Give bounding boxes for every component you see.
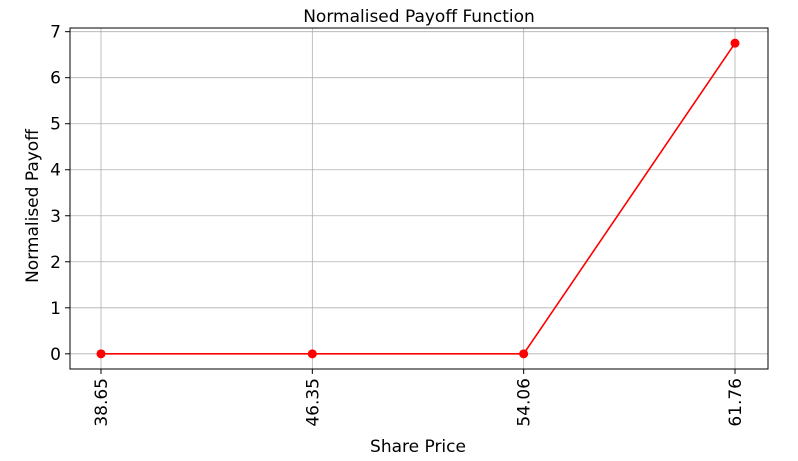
x-tick-label: 46.35 xyxy=(303,378,323,427)
y-tick-label: 3 xyxy=(50,207,61,227)
y-tick-label: 5 xyxy=(50,115,61,135)
data-point xyxy=(730,38,740,48)
y-tick-label: 0 xyxy=(50,345,61,365)
series-layer xyxy=(96,38,740,359)
x-tick-label: 54.06 xyxy=(515,378,535,427)
x-tick-labels: 38.65 46.35 54.06 61.76 xyxy=(92,378,746,427)
y-tick-label: 6 xyxy=(50,69,61,89)
x-axis-label: Share Price xyxy=(370,437,466,457)
grid-lines xyxy=(70,28,768,369)
chart-title: Normalised Payoff Function xyxy=(303,7,535,27)
x-tick-label: 38.65 xyxy=(92,378,112,427)
plot-frame xyxy=(69,27,769,370)
series-line xyxy=(101,42,736,355)
y-tick-label: 7 xyxy=(50,23,61,43)
y-tick-label: 1 xyxy=(50,299,61,319)
axis-ticks xyxy=(65,31,736,374)
y-tick-label: 4 xyxy=(50,161,61,181)
y-tick-label: 2 xyxy=(50,253,61,273)
y-tick-labels: 0 1 2 3 4 5 6 7 xyxy=(50,23,61,365)
y-axis-label: Normalised Payoff xyxy=(23,128,43,283)
data-point xyxy=(307,349,317,359)
data-point xyxy=(519,349,529,359)
x-tick-label: 61.76 xyxy=(726,378,746,427)
data-point xyxy=(96,349,106,359)
